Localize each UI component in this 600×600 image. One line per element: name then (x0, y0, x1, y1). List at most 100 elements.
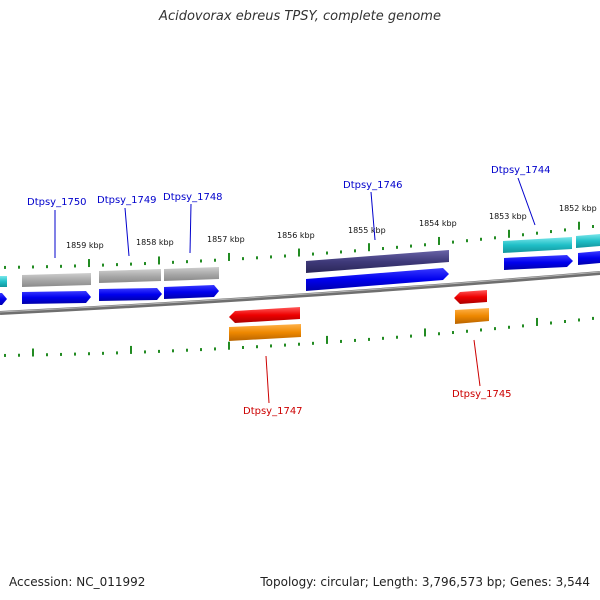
minor-tick (480, 237, 482, 241)
major-tick (326, 335, 328, 344)
feature-gray-dtpsy-1748[interactable] (164, 267, 219, 281)
minor-tick (60, 352, 62, 356)
leader-line-dtpsy-1749 (124, 207, 130, 257)
minor-tick (312, 341, 314, 345)
inner-tick-track (4, 316, 594, 357)
cds-arrow-forward[interactable] (22, 291, 91, 304)
leader-line-dtpsy-1748 (189, 203, 192, 254)
minor-tick (32, 265, 34, 269)
minor-tick (536, 231, 538, 235)
minor-tick (522, 233, 524, 237)
minor-tick (452, 331, 454, 335)
minor-tick (494, 236, 496, 240)
feature-orange-dtpsy-1747[interactable] (229, 324, 301, 341)
major-tick (228, 252, 230, 261)
minor-tick (4, 265, 6, 269)
minor-tick (46, 265, 48, 269)
minor-tick (186, 260, 188, 264)
minor-tick (522, 324, 524, 328)
minor-tick (382, 336, 384, 340)
minor-tick (340, 250, 342, 254)
minor-tick (116, 263, 118, 267)
cds-arrow-forward[interactable] (164, 285, 219, 299)
minor-tick (214, 258, 216, 262)
gene-label-dtpsy-1748[interactable]: Dtpsy_1748 (163, 192, 223, 203)
minor-tick (60, 264, 62, 268)
scale-label-1852: 1852 kbp (559, 204, 597, 213)
major-tick (228, 341, 230, 350)
leader-line-dtpsy-1745 (473, 339, 481, 387)
feature-slate-dtpsy-1746[interactable] (306, 250, 449, 273)
minor-tick (578, 318, 580, 322)
major-tick (298, 248, 300, 257)
cds-arrow-forward[interactable] (504, 255, 573, 270)
major-tick (508, 229, 510, 238)
minor-tick (592, 225, 594, 229)
minor-tick (424, 243, 426, 247)
cds-arrow-forward[interactable] (0, 293, 7, 305)
minor-tick (550, 321, 552, 325)
gene-label-dtpsy-1744[interactable]: Dtpsy_1744 (491, 165, 551, 176)
scale-label-1857: 1857 kbp (207, 235, 245, 244)
minor-tick (200, 348, 202, 352)
feature-gray-dtpsy-1749[interactable] (99, 269, 161, 283)
gene-label-dtpsy-1745[interactable]: Dtpsy_1745 (452, 389, 512, 400)
gene-label-dtpsy-1747[interactable]: Dtpsy_1747 (243, 406, 303, 417)
cds-arrow-reverse-dtpsy-1747[interactable] (229, 307, 300, 323)
minor-tick (312, 252, 314, 256)
minor-tick (564, 228, 566, 232)
scale-label-1853: 1853 kbp (489, 212, 527, 221)
minor-tick (102, 351, 104, 355)
cds-arrow-reverse-dtpsy-1745[interactable] (454, 290, 487, 304)
gene-label-dtpsy-1749[interactable]: Dtpsy_1749 (97, 195, 157, 206)
major-tick (130, 345, 132, 354)
minor-tick (130, 262, 132, 266)
minor-tick (256, 345, 258, 349)
minor-tick (550, 230, 552, 234)
feature-gray-dtpsy-1750[interactable] (22, 273, 91, 287)
feature-cyan[interactable] (576, 234, 600, 248)
minor-tick (592, 316, 594, 320)
major-tick (368, 243, 370, 252)
leader-line-dtpsy-1746 (370, 191, 376, 241)
genome-backbone-highlight (0, 271, 600, 313)
minor-tick (158, 349, 160, 353)
minor-tick (200, 259, 202, 263)
minor-tick (284, 343, 286, 347)
minor-tick (18, 265, 20, 269)
minor-tick (116, 351, 118, 355)
accession-text: Accession: NC_011992 (9, 575, 146, 589)
cds-arrow-forward[interactable] (99, 288, 162, 301)
minor-tick (74, 352, 76, 356)
major-tick (578, 221, 580, 230)
minor-tick (18, 353, 20, 357)
minor-tick (410, 244, 412, 248)
minor-tick (144, 262, 146, 266)
feature-cyan-dtpsy-1744[interactable] (503, 237, 572, 253)
minor-tick (88, 352, 90, 356)
minor-tick (270, 344, 272, 348)
gene-label-dtpsy-1750[interactable]: Dtpsy_1750 (27, 197, 87, 208)
gene-label-dtpsy-1746[interactable]: Dtpsy_1746 (343, 180, 403, 191)
major-tick (424, 328, 426, 337)
minor-tick (368, 337, 370, 341)
feature-cyan[interactable] (0, 276, 7, 287)
minor-tick (354, 249, 356, 253)
feature-orange-dtpsy-1745[interactable] (455, 308, 489, 324)
leader-line-dtpsy-1744 (517, 177, 536, 226)
minor-tick (466, 329, 468, 333)
minor-tick (326, 251, 328, 255)
cds-arrow-forward[interactable] (306, 268, 449, 291)
minor-tick (396, 335, 398, 339)
minor-tick (284, 254, 286, 258)
cds-arrow-forward[interactable] (578, 251, 600, 265)
scale-label-1854: 1854 kbp (419, 219, 457, 228)
minor-tick (396, 245, 398, 249)
minor-tick (74, 264, 76, 268)
minor-tick (102, 263, 104, 267)
genome-backbone (0, 271, 600, 315)
minor-tick (172, 260, 174, 264)
map-title: Acidovorax ebreus TPSY, complete genome (159, 9, 441, 24)
minor-tick (214, 347, 216, 351)
minor-tick (256, 256, 258, 260)
